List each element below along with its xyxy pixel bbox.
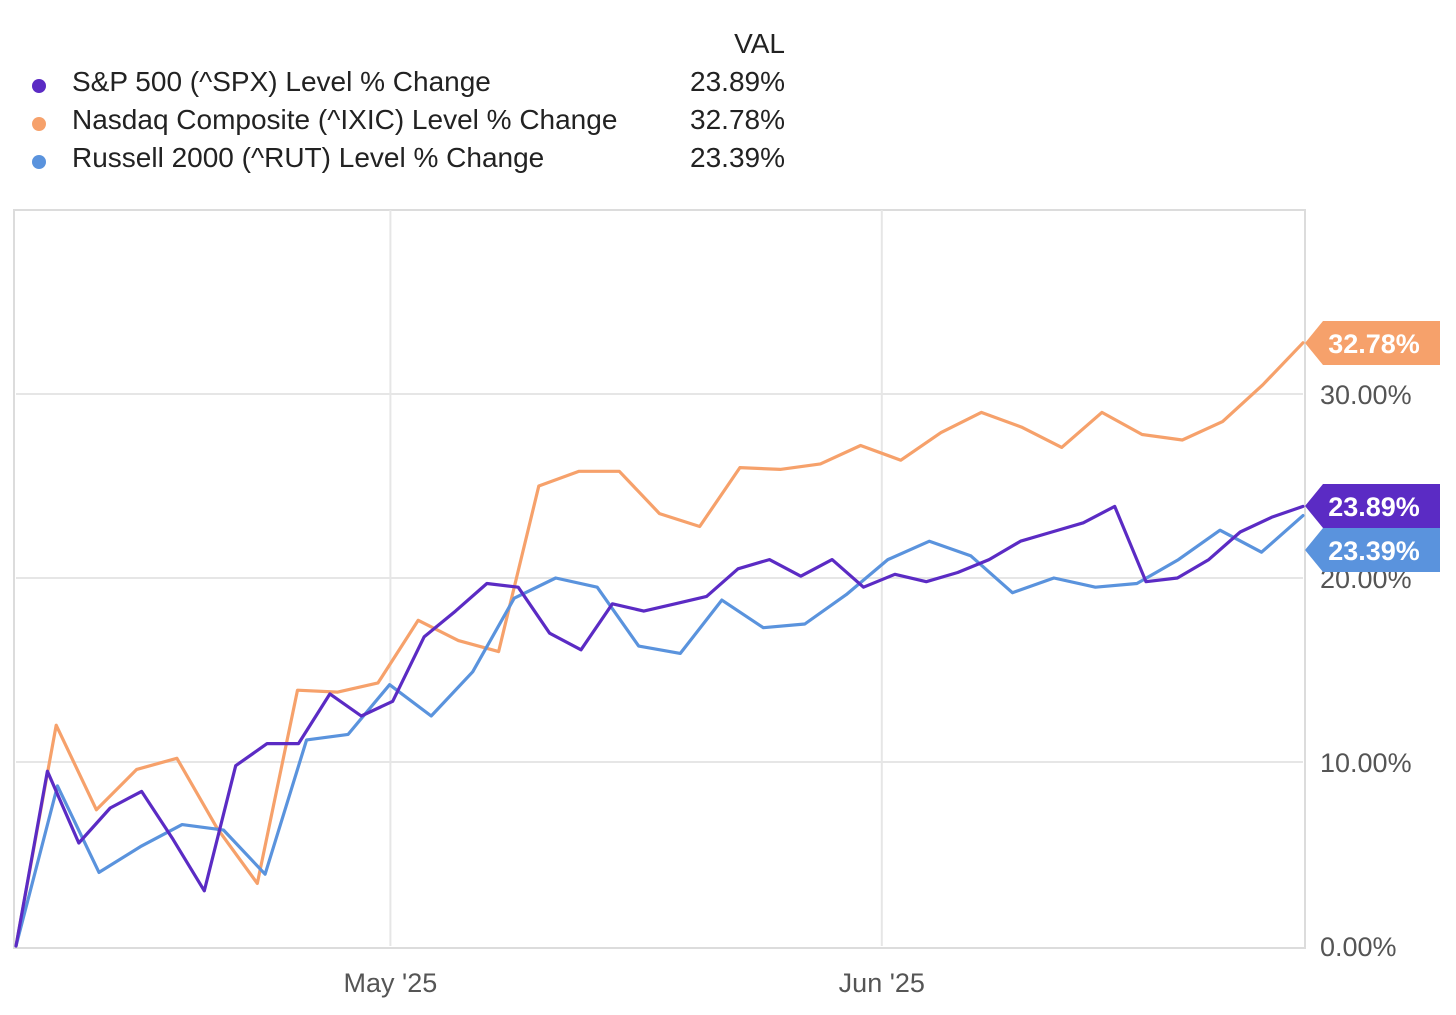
legend-item-label: Nasdaq Composite (^IXIC) Level % Change <box>72 104 618 135</box>
legend-dot-icon <box>32 79 46 93</box>
legend-item-rut[interactable]: Russell 2000 (^RUT) Level % Change 23.39… <box>28 142 785 180</box>
x-axis-ticks: May '25 Jun '25 <box>344 968 925 998</box>
legend-item-value: 32.78% <box>690 104 785 135</box>
series-line <box>14 514 1305 948</box>
end-label-text: 23.89% <box>1328 492 1420 522</box>
legend-item-value: 23.39% <box>690 142 785 173</box>
y-tick-label: 10.00% <box>1320 748 1412 778</box>
legend-dot-icon <box>32 117 46 131</box>
legend-item-spx[interactable]: S&P 500 (^SPX) Level % Change 23.89% <box>28 66 785 104</box>
end-label-text: 32.78% <box>1328 329 1420 359</box>
legend-item-label: S&P 500 (^SPX) Level % Change <box>72 66 491 97</box>
legend-dot-icon <box>32 155 46 169</box>
end-labels: 32.78% 23.89% 23.39% <box>1305 321 1440 572</box>
legend-item-label: Russell 2000 (^RUT) Level % Change <box>72 142 545 173</box>
end-label-text: 23.39% <box>1328 536 1420 566</box>
series-lines <box>14 341 1305 948</box>
x-tick-label: May '25 <box>344 968 438 998</box>
end-label-tag <box>1305 528 1440 572</box>
series-line <box>14 341 1305 948</box>
y-tick-label: 0.00% <box>1320 932 1397 962</box>
y-tick-label: 30.00% <box>1320 380 1412 410</box>
series-line <box>14 504 1305 948</box>
end-label-tag <box>1305 321 1440 365</box>
end-label-tag <box>1305 484 1440 528</box>
y-axis-ticks: 0.00%10.00%20.00%30.00% <box>1320 380 1412 962</box>
x-tick-label: Jun '25 <box>839 968 925 998</box>
legend-item-ixic[interactable]: Nasdaq Composite (^IXIC) Level % Change … <box>28 104 785 142</box>
legend-item-value: 23.89% <box>690 66 785 97</box>
legend-header: VAL <box>734 28 785 59</box>
